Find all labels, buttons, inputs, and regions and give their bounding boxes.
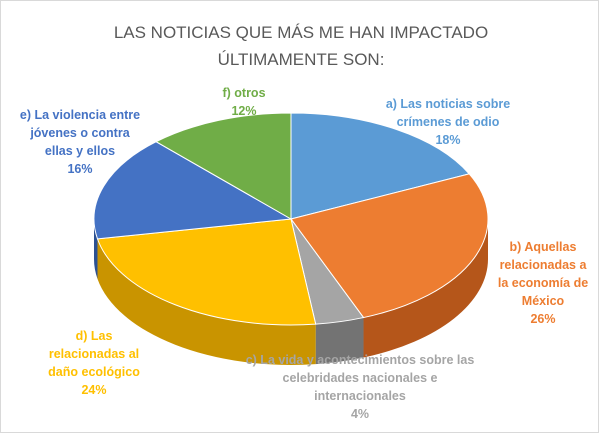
slice-label-2-line-4: México — [522, 294, 565, 308]
slice-label-6: f) otros 12% — [222, 86, 265, 118]
slice-label-2: b) Aquellas relacionadas a la economía de M… — [498, 240, 588, 326]
pie-slice-4 — [96, 218, 317, 326]
slice-label-1-line-1: a) Las noticias sobre — [386, 97, 510, 111]
pie-slice-6 — [155, 112, 292, 220]
slice-label-4: d) Las relacionadas al daño ecológico 24% — [48, 329, 140, 397]
slice-label-1-line-2: crímenes de odio — [397, 115, 500, 129]
chart-title-line-2: ÚLTIMAMENTE SON: — [218, 50, 385, 69]
slice-label-6-line-2: 12% — [231, 104, 256, 118]
pie-slice-side-2 — [363, 219, 488, 358]
slice-label-4-line-4: 24% — [81, 383, 106, 397]
slice-label-1: a) Las noticias sobre crímenes de odio 18% — [386, 97, 510, 147]
pie-slices — [93, 112, 489, 326]
pie-slice-5 — [93, 141, 293, 240]
slice-label-5-line-4: 16% — [67, 162, 92, 176]
slice-label-2-line-5: 26% — [530, 312, 555, 326]
slice-label-4-line-2: relacionadas al — [49, 347, 139, 361]
pie-slice-1 — [290, 112, 471, 220]
slice-label-1-line-3: 18% — [435, 133, 460, 147]
slice-label-3-line-2: celebridades nacionales e — [283, 371, 438, 385]
pie-slice-side-5 — [94, 219, 98, 279]
slice-label-4-line-3: daño ecológico — [48, 365, 140, 379]
pie-slice-2 — [290, 173, 489, 319]
slice-label-5-line-1: e) La violencia entre — [20, 108, 140, 122]
slice-label-3: c) La vida y acontecimientos sobre las ce… — [246, 353, 475, 421]
slice-label-6-line-1: f) otros — [222, 86, 265, 100]
chart-title-line-1: LAS NOTICIAS QUE MÁS ME HAN IMPACTADO — [114, 23, 488, 42]
slice-label-2-line-1: b) Aquellas — [510, 240, 577, 254]
slice-label-3-line-4: 4% — [351, 407, 369, 421]
slice-label-3-line-3: internacionales — [314, 389, 406, 403]
pie-slice-side-4 — [97, 238, 316, 365]
slice-label-3-line-1: c) La vida y acontecimientos sobre las — [246, 353, 475, 367]
chart-title: LAS NOTICIAS QUE MÁS ME HAN IMPACTADO ÚL… — [114, 23, 488, 69]
slice-label-5-line-3: ellas y ellos — [45, 144, 115, 158]
slice-label-2-line-2: relacionadas a — [500, 258, 588, 272]
slice-label-2-line-3: la economía de — [498, 276, 588, 290]
pie-slice-side-3 — [315, 317, 364, 365]
slice-label-5-line-2: jóvenes o contra — [29, 126, 130, 140]
slice-labels: a) Las noticias sobre crímenes de odio 18%… — [20, 86, 588, 421]
slice-label-4-line-1: d) Las — [76, 329, 113, 343]
slice-label-5: e) La violencia entre jóvenes o contra ell… — [20, 108, 140, 176]
pie-sides — [94, 219, 488, 365]
